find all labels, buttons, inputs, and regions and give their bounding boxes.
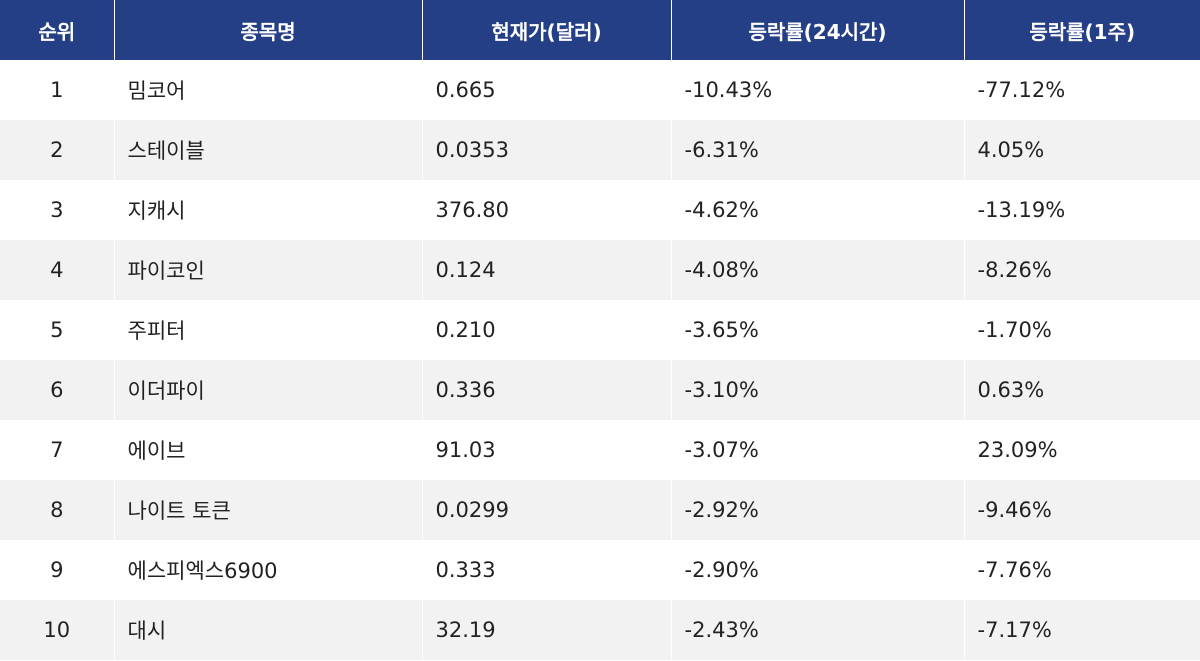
price-cell: 0.336 (422, 360, 672, 420)
change-1w-cell: 4.05% (964, 120, 1200, 180)
header-rank: 순위 (0, 0, 115, 60)
change-24h-cell: -3.10% (671, 360, 965, 420)
table-body: 1 밈코어 0.665 -10.43% -77.12% 2 스테이블 0.035… (0, 60, 1200, 660)
price-cell: 91.03 (422, 420, 672, 480)
name-cell: 대시 (114, 600, 423, 660)
table-row: 4 파이코인 0.124 -4.08% -8.26% (0, 240, 1200, 300)
price-cell: 376.80 (422, 180, 672, 240)
name-cell: 밈코어 (114, 60, 423, 120)
change-24h-cell: -2.43% (671, 600, 965, 660)
rank-cell: 2 (0, 120, 115, 180)
price-cell: 0.124 (422, 240, 672, 300)
change-24h-cell: -3.07% (671, 420, 965, 480)
change-1w-cell: -13.19% (964, 180, 1200, 240)
table-row: 7 에이브 91.03 -3.07% 23.09% (0, 420, 1200, 480)
table-header: 순위 종목명 현재가(달러) 등락률(24시간) 등락률(1주) (0, 0, 1200, 60)
name-cell: 지캐시 (114, 180, 423, 240)
change-24h-cell: -4.08% (671, 240, 965, 300)
change-24h-cell: -3.65% (671, 300, 965, 360)
table-row: 2 스테이블 0.0353 -6.31% 4.05% (0, 120, 1200, 180)
price-cell: 32.19 (422, 600, 672, 660)
header-price: 현재가(달러) (422, 0, 672, 60)
rank-cell: 9 (0, 540, 115, 600)
name-cell: 이더파이 (114, 360, 423, 420)
change-24h-cell: -10.43% (671, 60, 965, 120)
name-cell: 에스피엑스6900 (114, 540, 423, 600)
header-row: 순위 종목명 현재가(달러) 등락률(24시간) 등락률(1주) (0, 0, 1200, 60)
table-row: 8 나이트 토큰 0.0299 -2.92% -9.46% (0, 480, 1200, 540)
name-cell: 파이코인 (114, 240, 423, 300)
table-row: 9 에스피엑스6900 0.333 -2.90% -7.76% (0, 540, 1200, 600)
name-cell: 스테이블 (114, 120, 423, 180)
rank-cell: 3 (0, 180, 115, 240)
change-1w-cell: 23.09% (964, 420, 1200, 480)
change-24h-cell: -2.92% (671, 480, 965, 540)
rank-cell: 8 (0, 480, 115, 540)
price-cell: 0.665 (422, 60, 672, 120)
change-1w-cell: 0.63% (964, 360, 1200, 420)
rank-cell: 4 (0, 240, 115, 300)
rank-cell: 6 (0, 360, 115, 420)
change-1w-cell: -8.26% (964, 240, 1200, 300)
price-cell: 0.210 (422, 300, 672, 360)
price-cell: 0.333 (422, 540, 672, 600)
header-change-24h: 등락률(24시간) (671, 0, 965, 60)
name-cell: 나이트 토큰 (114, 480, 423, 540)
name-cell: 에이브 (114, 420, 423, 480)
change-1w-cell: -7.76% (964, 540, 1200, 600)
change-24h-cell: -6.31% (671, 120, 965, 180)
rank-cell: 5 (0, 300, 115, 360)
table-row: 5 주피터 0.210 -3.65% -1.70% (0, 300, 1200, 360)
name-cell: 주피터 (114, 300, 423, 360)
change-24h-cell: -2.90% (671, 540, 965, 600)
table-row: 6 이더파이 0.336 -3.10% 0.63% (0, 360, 1200, 420)
change-1w-cell: -7.17% (964, 600, 1200, 660)
header-change-1w: 등락률(1주) (964, 0, 1200, 60)
rank-cell: 7 (0, 420, 115, 480)
table-row: 1 밈코어 0.665 -10.43% -77.12% (0, 60, 1200, 120)
rank-cell: 10 (0, 600, 115, 660)
change-1w-cell: -1.70% (964, 300, 1200, 360)
price-cell: 0.0353 (422, 120, 672, 180)
price-cell: 0.0299 (422, 480, 672, 540)
header-name: 종목명 (114, 0, 423, 60)
change-24h-cell: -4.62% (671, 180, 965, 240)
rank-cell: 1 (0, 60, 115, 120)
table-row: 10 대시 32.19 -2.43% -7.17% (0, 600, 1200, 660)
table-row: 3 지캐시 376.80 -4.62% -13.19% (0, 180, 1200, 240)
change-1w-cell: -77.12% (964, 60, 1200, 120)
change-1w-cell: -9.46% (964, 480, 1200, 540)
